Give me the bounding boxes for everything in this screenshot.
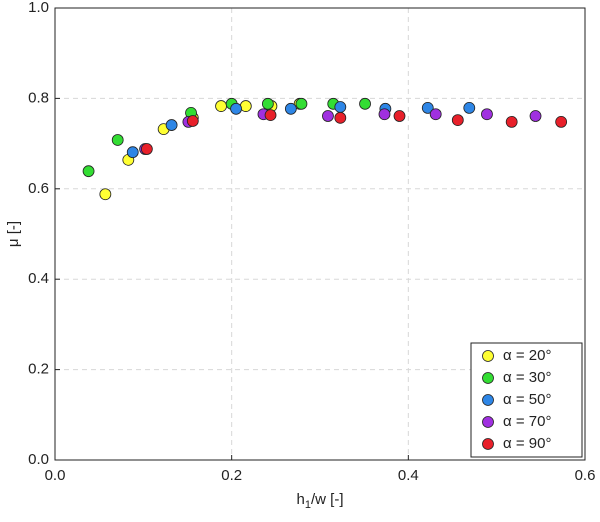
legend-label: α = 90°: [503, 435, 551, 452]
point: [284, 102, 297, 115]
legend-label: α = 70°: [503, 413, 551, 430]
x-tick-label: 0.0: [45, 467, 66, 484]
legend-label: α = 20°: [503, 347, 551, 364]
x-label-subscript: 1: [305, 499, 311, 511]
y-tick-label: 1.0: [28, 0, 49, 16]
point: [140, 143, 153, 155]
point: [481, 108, 493, 121]
x-label-part: /w [-]: [311, 491, 344, 508]
legend-marker: [482, 350, 494, 362]
point: [239, 100, 252, 112]
x-tick-label: 0.6: [575, 467, 596, 484]
point: [126, 146, 139, 159]
point: [230, 102, 242, 115]
point: [359, 97, 371, 110]
legend-label: α = 30°: [503, 369, 551, 386]
point: [322, 110, 334, 122]
legend-marker: [482, 416, 494, 428]
x-tick-label: 0.4: [398, 467, 419, 484]
y-tick-label: 0.6: [28, 180, 49, 197]
point: [111, 134, 124, 146]
point: [429, 108, 442, 121]
point: [99, 188, 112, 201]
point: [261, 97, 274, 110]
point: [393, 110, 406, 122]
x-axis-label: h1/w [-]: [297, 491, 344, 511]
point: [421, 101, 434, 114]
x-label-part: h: [297, 491, 305, 508]
point: [186, 115, 199, 127]
y-tick-label: 0.4: [28, 270, 49, 287]
point: [82, 165, 95, 178]
point: [555, 116, 568, 128]
point: [451, 114, 464, 126]
y-tick-label: 0.2: [28, 361, 49, 378]
point: [463, 101, 476, 114]
legend-label: α = 50°: [503, 391, 551, 408]
plot-frame: [54, 7, 586, 461]
y-tick-label: 0.0: [28, 451, 49, 468]
x-tick-label: 0.2: [221, 467, 242, 484]
point: [165, 119, 178, 131]
point: [215, 100, 227, 112]
point: [378, 108, 391, 121]
point: [334, 111, 347, 124]
point: [529, 110, 542, 122]
point: [505, 116, 518, 128]
legend-marker: [482, 438, 494, 450]
point: [295, 97, 308, 110]
point: [334, 101, 347, 113]
legend-marker: [482, 394, 494, 406]
legend-marker: [482, 372, 494, 384]
y-tick-label: 0.8: [28, 89, 49, 106]
y-axis-label: μ [-]: [5, 221, 22, 247]
point: [264, 109, 277, 122]
